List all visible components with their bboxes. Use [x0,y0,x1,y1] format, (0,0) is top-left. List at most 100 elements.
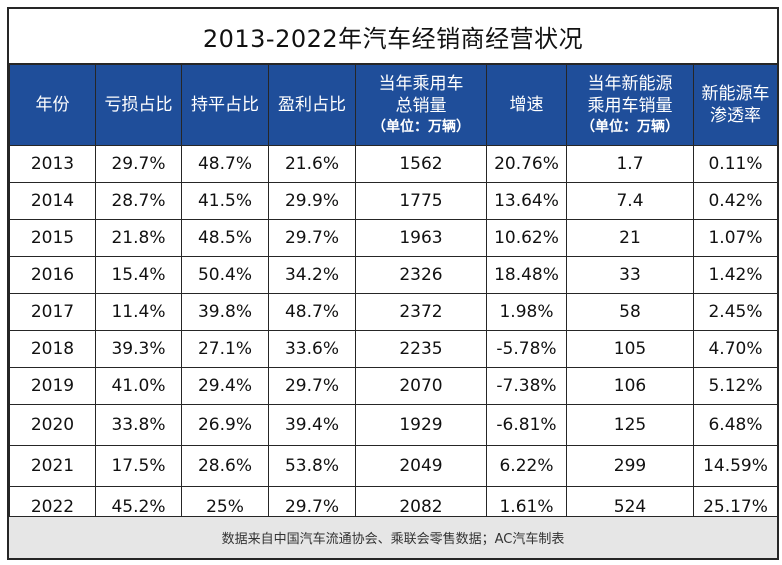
table-cell: 2014 [9,182,96,220]
table-cell: 1929 [355,404,487,446]
column-unit: （单位：万辆） [581,119,679,135]
table-cell: 2019 [9,367,96,405]
column-header: 亏损占比 [95,64,182,146]
table-cell: 2013 [9,145,96,183]
table-cell: 15.4% [95,256,182,294]
table-cell: 1562 [355,145,487,183]
table-cell: 26.9% [181,404,269,446]
table-cell: 1963 [355,219,487,257]
column-header-label-line2: 总销量 [395,96,447,116]
column-header-label-line2: 乘用车销量 [587,96,673,116]
table-cell: 11.4% [95,293,182,331]
table-row: 2021 17.5% 28.6% 53.8% 2049 6.22% 299 14.59% [9,445,778,487]
column-header-label: 年份 [35,95,70,115]
table-cell: 53.8% [268,445,356,487]
column-header-label: 亏损占比 [104,95,173,115]
table-cell: 48.5% [181,219,269,257]
column-header: 增速 [486,64,567,146]
table-cell: 29.7% [95,145,182,183]
table-cell: 28.7% [95,182,182,220]
column-header-label: 新能源车 [701,84,770,104]
table-cell: 28.6% [181,445,269,487]
table-cell: 2372 [355,293,487,331]
table-cell: 2017 [9,293,96,331]
table-cell: 33.6% [268,330,356,368]
table-cell: -5.78% [486,330,567,368]
table-cell: 17.5% [95,445,182,487]
table-cell: 50.4% [181,256,269,294]
table-cell: 10.62% [486,219,567,257]
table-cell: 58 [566,293,694,331]
table-cell: 0.42% [693,182,778,220]
table-cell: 1.98% [486,293,567,331]
table-cell: 2235 [355,330,487,368]
header-row: 年份 亏损占比 持平占比 盈利占比 当年乘用车 总销量 （单位：万辆） 增速 当年新能源 乘用车销… [9,64,778,146]
table-cell: 21.8% [95,219,182,257]
table-cell: 33 [566,256,694,294]
table-cell: 29.4% [181,367,269,405]
table-cell: 2.45% [693,293,778,331]
table-cell: 4.70% [693,330,778,368]
data-table: 年份 亏损占比 持平占比 盈利占比 当年乘用车 总销量 （单位：万辆） 增速 当年新能源 乘用车销… [9,64,778,528]
column-header: 当年乘用车 总销量 （单位：万辆） [355,64,487,146]
table-cell: 299 [566,445,694,487]
table-cell: 29.9% [268,182,356,220]
table-cell: 5.12% [693,367,778,405]
table-cell: -7.38% [486,367,567,405]
table-cell: 105 [566,330,694,368]
table-cell: 1.42% [693,256,778,294]
table-cell: 106 [566,367,694,405]
table-cell: 18.48% [486,256,567,294]
table-cell: 33.8% [95,404,182,446]
table-cell: 125 [566,404,694,446]
table-title: 2013-2022年汽车经销商经营状况 [9,9,777,64]
table-cell: 6.48% [693,404,778,446]
table-cell: 34.2% [268,256,356,294]
table-cell: 2018 [9,330,96,368]
table-cell: 2015 [9,219,96,257]
column-header-label-line2: 渗透率 [710,106,761,126]
table-cell: 6.22% [486,445,567,487]
table-row: 2013 29.7% 48.7% 21.6% 1562 20.76% 1.7 0.11% [9,145,778,183]
table-frame: 2013-2022年汽车经销商经营状况 年份 亏损占比 持平占比 盈利占比 当年乘用车总… [7,7,779,560]
table-cell: 1.07% [693,219,778,257]
table-cell: 41.5% [181,182,269,220]
table-cell: 39.8% [181,293,269,331]
table-cell: 1775 [355,182,487,220]
table-cell: 1.7 [566,145,694,183]
table-row: 2019 41.0% 29.4% 29.7% 2070 -7.38% 106 5.12% [9,367,778,405]
column-header-label: 当年乘用车 [378,74,464,94]
table-row: 2014 28.7% 41.5% 29.9% 1775 13.64% 7.4 0.42% [9,182,778,220]
table-cell: 27.1% [181,330,269,368]
column-header-label: 当年新能源 [587,74,673,94]
column-unit: （单位：万辆） [372,119,470,135]
table-cell: 29.7% [268,219,356,257]
table-cell: 39.4% [268,404,356,446]
table-cell: 2326 [355,256,487,294]
table-cell: 13.64% [486,182,567,220]
column-header: 新能源车 渗透率 [693,64,778,146]
table-row: 2020 33.8% 26.9% 39.4% 1929 -6.81% 125 6.48% [9,404,778,446]
table-row: 2017 11.4% 39.8% 48.7% 2372 1.98% 58 2.45% [9,293,778,331]
column-header-label: 盈利占比 [278,95,346,115]
column-header: 当年新能源 乘用车销量 （单位：万辆） [566,64,694,146]
table-cell: 7.4 [566,182,694,220]
column-header-label: 增速 [509,95,544,115]
column-header: 盈利占比 [268,64,356,146]
table-cell: 2020 [9,404,96,446]
table-cell: 21 [566,219,694,257]
table-cell: 48.7% [268,293,356,331]
table-row: 2016 15.4% 50.4% 34.2% 2326 18.48% 33 1.42% [9,256,778,294]
table-cell: 29.7% [268,367,356,405]
table-cell: 2016 [9,256,96,294]
column-header: 持平占比 [181,64,269,146]
table-cell: 2021 [9,445,96,487]
column-header-label: 持平占比 [191,95,259,115]
table-row: 2022 45.2% 25% 29.7% 2082 1.61% 524 25.17% [9,486,778,528]
table-cell: -6.81% [486,404,567,446]
table-cell: 2070 [355,367,487,405]
table-cell: 0.11% [693,145,778,183]
table-cell: 21.6% [268,145,356,183]
table-cell: 48.7% [181,145,269,183]
table-cell: 2049 [355,445,487,487]
